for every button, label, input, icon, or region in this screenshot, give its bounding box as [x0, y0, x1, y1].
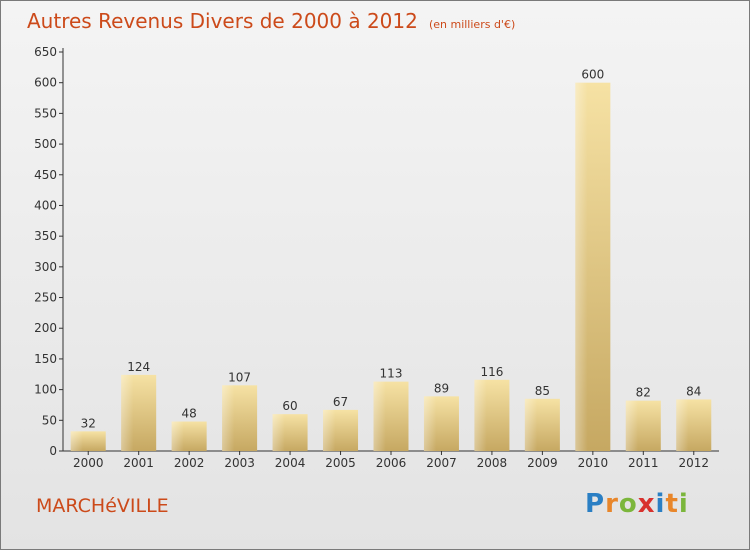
x-tick-label: 2000 [73, 456, 104, 470]
x-tick-label: 2005 [325, 456, 356, 470]
bar-highlight [121, 374, 134, 451]
bar-value-label: 107 [228, 370, 251, 384]
x-tick-label: 2009 [527, 456, 558, 470]
y-tick-label: 650 [34, 45, 57, 59]
bar-value-label: 82 [636, 386, 651, 400]
y-tick-label: 150 [34, 352, 57, 366]
x-tick-label: 2001 [123, 456, 154, 470]
x-tick-label: 2011 [628, 456, 659, 470]
y-tick-label: 500 [34, 137, 57, 151]
commune-name: MARCHéVILLE [36, 495, 169, 517]
bar-value-label: 124 [127, 360, 150, 374]
y-tick-label: 250 [34, 291, 57, 305]
bar-highlight [423, 396, 437, 451]
bar-highlight [70, 431, 83, 451]
bar-highlight [625, 400, 639, 451]
bar-value-label: 67 [333, 395, 348, 409]
logo-letter: t [665, 489, 679, 519]
chart-title: Autres Revenus Divers de 2000 à 2012 [27, 9, 418, 33]
bar-highlight [272, 414, 285, 451]
bar-highlight [222, 385, 235, 451]
bar-value-label: 48 [182, 407, 197, 421]
proxiti-logo: Proxiti [585, 489, 689, 519]
bar-highlight [323, 409, 336, 451]
x-tick-label: 2006 [376, 456, 407, 470]
bar-value-label: 32 [81, 416, 96, 430]
y-tick-label: 350 [34, 229, 57, 243]
chart-unit: (en milliers d'€) [428, 18, 516, 31]
x-tick-label: 2007 [426, 456, 457, 470]
x-tick-label: 2002 [174, 456, 205, 470]
x-tick-label: 2010 [578, 456, 609, 470]
labels: 32 2000 124 2001 48 2002 107 2003 60 2004 67 2005 11… [73, 68, 709, 470]
y-tick-label: 100 [34, 383, 57, 397]
bar-highlight [575, 82, 588, 451]
title-row: Autres Revenus Divers de 2000 à 2012 (en… [27, 9, 515, 33]
x-tick-label: 2004 [275, 456, 306, 470]
bar-highlight [474, 379, 487, 451]
logo-letter: r [605, 489, 619, 519]
y-tick-label: 600 [34, 76, 57, 90]
logo-letter: i [678, 489, 689, 519]
bar-highlight [524, 398, 538, 451]
logo-letter: o [618, 489, 638, 519]
y-tick-label: 300 [34, 260, 57, 274]
bar-highlight [676, 399, 689, 451]
bar-value-label: 85 [535, 384, 550, 398]
y-tick-label: 200 [34, 321, 57, 335]
bar-value-label: 116 [480, 365, 503, 379]
bar-value-label: 113 [380, 367, 403, 381]
bar-highlight [373, 381, 386, 451]
logo-letter: P [585, 489, 606, 519]
bar-highlight [171, 421, 184, 451]
bar-value-label: 600 [581, 68, 604, 82]
y-tick-label: 550 [34, 106, 57, 120]
y-tick-label: 50 [42, 413, 57, 427]
y-tick-label: 400 [34, 198, 57, 212]
bar-value-label: 89 [434, 381, 449, 395]
bar-value-label: 60 [282, 399, 297, 413]
bars [70, 82, 712, 451]
y-tick-label: 450 [34, 168, 57, 182]
axes: 0 50 100 150 200 250 300 350 400 450 500 550 600 650 [34, 45, 719, 458]
logo-letter: i [655, 489, 666, 519]
x-tick-label: 2003 [224, 456, 255, 470]
logo-letter: x [637, 489, 656, 519]
x-tick-label: 2012 [678, 456, 709, 470]
x-tick-label: 2008 [477, 456, 508, 470]
y-tick-label: 0 [49, 444, 57, 458]
bar-value-label: 84 [686, 384, 701, 398]
